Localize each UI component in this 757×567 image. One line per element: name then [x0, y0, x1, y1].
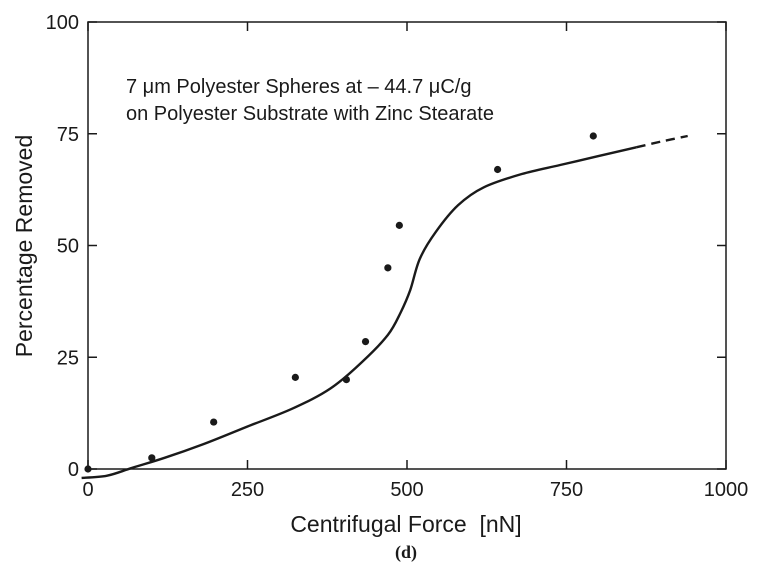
y-tick-label: 75	[57, 124, 79, 146]
data-point	[384, 264, 392, 272]
y-tick-label: 0	[68, 459, 79, 481]
data-point	[84, 465, 92, 473]
x-axis-title: Centrifugal Force [nN]	[290, 511, 521, 537]
data-point	[493, 165, 502, 174]
tick-labels: 0 250 500 750 1000 0 25 50 75 100	[46, 12, 749, 501]
y-tick-label: 25	[57, 347, 79, 369]
data-point	[589, 132, 597, 140]
data-point	[395, 221, 403, 229]
fit-curves	[81, 134, 688, 480]
x-tick-label: 750	[550, 479, 583, 501]
x-tick-label: 250	[231, 479, 264, 501]
tick-marks	[87, 21, 727, 470]
x-tick-label: 500	[390, 479, 423, 501]
data-point	[148, 454, 156, 462]
x-tick-label: 1000	[704, 479, 749, 501]
panel-label: (d)	[395, 542, 417, 563]
data-points	[84, 132, 597, 473]
annotation-line-2: on Polyester Substrate with Zinc Stearat…	[126, 103, 494, 125]
fit-curve	[81, 146, 637, 480]
data-point	[291, 373, 299, 381]
data-point	[342, 376, 350, 384]
fit-curve-extrapolation	[636, 134, 688, 149]
annotation-line-1: 7 μm Polyester Spheres at – 44.7 μC/g	[126, 76, 471, 98]
x-tick-label: 0	[82, 479, 93, 501]
y-tick-label: 100	[46, 12, 79, 34]
data-point	[210, 418, 218, 426]
data-point	[361, 338, 370, 346]
y-axis-title: Percentage Removed	[11, 135, 37, 357]
y-tick-label: 50	[57, 236, 79, 258]
